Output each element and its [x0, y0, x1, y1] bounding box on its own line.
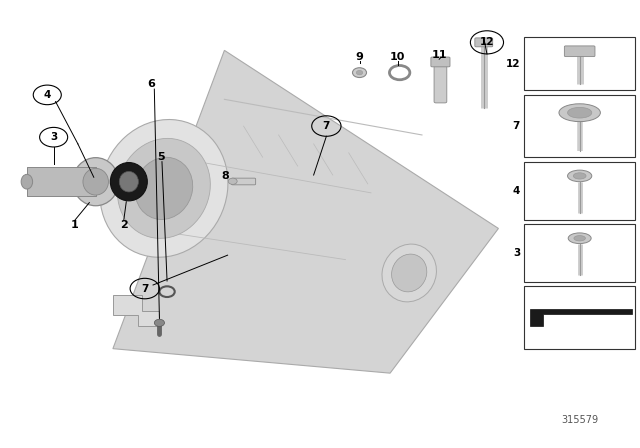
Ellipse shape: [21, 174, 33, 189]
FancyBboxPatch shape: [434, 62, 447, 103]
Bar: [524, 37, 636, 90]
Text: 9: 9: [356, 52, 364, 62]
Ellipse shape: [382, 244, 436, 302]
Ellipse shape: [568, 108, 592, 118]
Text: 2: 2: [120, 220, 127, 230]
Bar: [524, 162, 636, 220]
Text: 4: 4: [44, 90, 51, 100]
Polygon shape: [113, 50, 499, 373]
FancyBboxPatch shape: [475, 38, 493, 47]
Text: 7: 7: [323, 121, 330, 131]
Polygon shape: [531, 309, 632, 327]
Ellipse shape: [568, 233, 591, 244]
Text: 7: 7: [513, 121, 520, 131]
Text: 6: 6: [147, 79, 155, 89]
Ellipse shape: [119, 172, 138, 192]
Text: 3: 3: [513, 248, 520, 258]
FancyBboxPatch shape: [431, 57, 450, 67]
Circle shape: [154, 319, 164, 327]
Ellipse shape: [573, 173, 586, 179]
Ellipse shape: [356, 70, 363, 75]
Text: 11: 11: [431, 50, 447, 60]
Ellipse shape: [392, 254, 427, 292]
FancyBboxPatch shape: [564, 46, 595, 56]
Text: 1: 1: [71, 220, 79, 230]
Text: 7: 7: [141, 284, 148, 293]
Text: 3: 3: [50, 132, 57, 142]
Ellipse shape: [73, 158, 118, 206]
Text: 4: 4: [513, 185, 520, 196]
Text: 8: 8: [222, 172, 230, 181]
Text: 5: 5: [157, 152, 164, 162]
Text: 10: 10: [390, 52, 405, 61]
Ellipse shape: [110, 163, 147, 201]
Ellipse shape: [574, 236, 586, 241]
Ellipse shape: [135, 157, 193, 220]
Ellipse shape: [559, 104, 600, 121]
Ellipse shape: [568, 170, 592, 182]
Polygon shape: [113, 295, 159, 327]
Ellipse shape: [83, 168, 108, 195]
Text: 315579: 315579: [561, 415, 598, 425]
Ellipse shape: [353, 68, 367, 78]
Text: 12: 12: [480, 37, 494, 47]
Text: 12: 12: [506, 59, 520, 69]
Ellipse shape: [100, 120, 228, 257]
FancyBboxPatch shape: [232, 178, 255, 185]
Ellipse shape: [117, 138, 211, 238]
Bar: [524, 95, 636, 157]
Circle shape: [228, 178, 237, 185]
Bar: [524, 286, 636, 349]
Bar: [524, 224, 636, 282]
